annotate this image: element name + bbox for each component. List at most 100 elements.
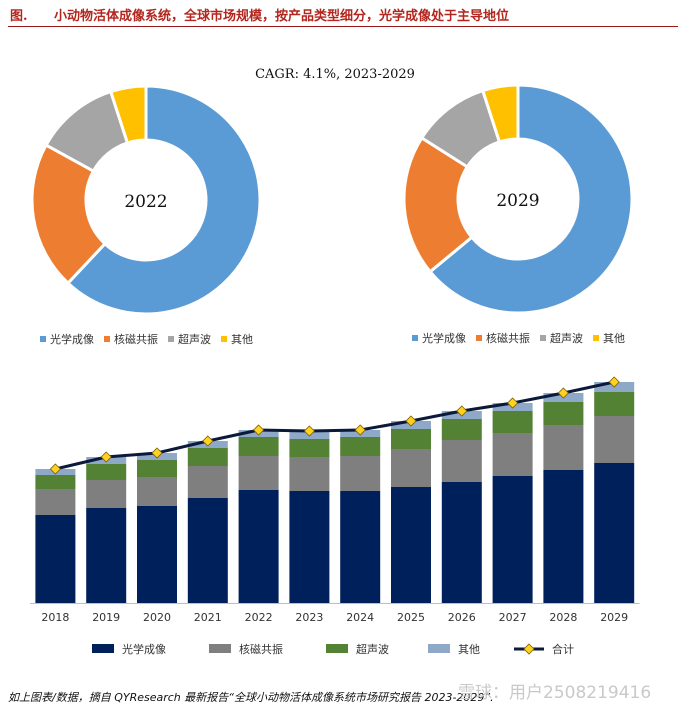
x-tick-2022: 2022 (245, 611, 273, 624)
bar-segment-光学成像-2027 (492, 476, 533, 603)
total-marker-2027 (507, 397, 519, 409)
donut-2029: 2029 (402, 83, 634, 315)
x-tick-labels: 2018 2019 2020 2021 2022 2023 2024 2025 2026 2027… (41, 611, 628, 624)
x-tick-2019: 2019 (92, 611, 120, 624)
total-line-series (49, 376, 620, 475)
donut-legend-right: 光学成像 核磁共振 超声波 其他 (412, 331, 625, 345)
bar-segment-光学成像-2022 (238, 490, 279, 603)
cagr-label: CAGR: 4.1%, 2023-2029 (255, 67, 415, 82)
donut-charts: CAGR: 4.1%, 2023-2029 2022 2029 光学成像 核磁共振… (30, 67, 634, 346)
bar-segment-核磁共振-2023 (289, 457, 330, 491)
bar-legend: 光学成像 核磁共振 超声波 其他 合计 (92, 642, 574, 656)
total-marker-2019 (100, 451, 112, 463)
bar-segment-核磁共振-2020 (137, 477, 177, 506)
figure-label: 图. (10, 9, 28, 24)
x-tick-2029: 2029 (600, 611, 628, 624)
legend-label: 超声波 (178, 332, 211, 346)
donut-legend-left: 光学成像 核磁共振 超声波 其他 (40, 332, 253, 346)
bar-legend-label: 核磁共振 (239, 642, 283, 656)
bar-segment-超声波-2018 (35, 475, 76, 489)
legend-label: 光学成像 (422, 331, 466, 345)
bar-legend-swatch (428, 644, 450, 653)
total-marker-2021 (202, 435, 214, 447)
figure-title: 小动物活体成像系统，全球市场规模，按产品类型细分，光学成像处于主导地位 (54, 9, 510, 24)
donut-year-label: 2022 (124, 192, 167, 212)
x-tick-2020: 2020 (143, 611, 171, 624)
bar-segment-超声波-2022 (238, 437, 279, 456)
bar-segment-核磁共振-2021 (187, 466, 228, 498)
legend-label: 其他 (603, 332, 625, 345)
bar-segment-核磁共振-2029 (594, 416, 635, 463)
bar-segment-核磁共振-2019 (86, 480, 127, 508)
legend-swatch (540, 335, 546, 341)
total-line (55, 380, 615, 471)
legend-label: 光学成像 (50, 332, 94, 346)
bar-segment-核磁共振-2026 (441, 440, 482, 482)
bar-segment-光学成像-2021 (187, 498, 228, 603)
legend-swatch (40, 336, 46, 342)
bar-segment-超声波-2021 (187, 448, 228, 466)
donut-slice-光学成像 (428, 83, 634, 315)
bar-segment-光学成像-2029 (594, 463, 635, 603)
bar-legend-swatch (92, 644, 114, 653)
total-marker-2028 (557, 387, 569, 399)
bar-segment-核磁共振-2024 (340, 456, 381, 491)
bar-legend-label: 其他 (458, 643, 480, 656)
x-tick-2027: 2027 (499, 611, 527, 624)
total-marker-2026 (456, 405, 468, 417)
bar-segment-光学成像-2026 (441, 482, 482, 603)
x-tick-2023: 2023 (295, 611, 323, 624)
line-legend-label: 合计 (552, 642, 574, 656)
figure-header: 图. 小动物活体成像系统，全球市场规模，按产品类型细分，光学成像处于主导地位 (8, 4, 678, 27)
x-tick-2021: 2021 (194, 611, 222, 624)
donut-slice-核磁共振 (402, 135, 474, 274)
x-tick-2018: 2018 (41, 611, 69, 624)
bar-segment-核磁共振-2025 (391, 449, 431, 487)
legend-label: 核磁共振 (486, 331, 530, 345)
donut-year-label: 2029 (496, 191, 539, 211)
total-marker-2023 (303, 425, 315, 437)
bar-legend-label: 光学成像 (122, 642, 166, 656)
legend-swatch (476, 335, 482, 341)
bar-segment-光学成像-2024 (340, 491, 381, 603)
legend-swatch (221, 336, 227, 342)
total-marker-2020 (151, 447, 163, 459)
total-marker-2029 (608, 376, 620, 388)
bar-segment-超声波-2020 (137, 460, 177, 477)
bar-segment-核磁共振-2022 (238, 456, 279, 490)
bar-segment-光学成像-2028 (543, 470, 584, 603)
bar-marks (35, 382, 635, 603)
x-tick-2026: 2026 (448, 611, 476, 624)
bar-segment-核磁共振-2018 (35, 489, 76, 515)
legend-label: 超声波 (550, 331, 583, 345)
bar-segment-超声波-2019 (86, 464, 127, 480)
watermark: 雪球：用户2508219416 (458, 683, 652, 703)
bar-segment-核磁共振-2028 (543, 425, 584, 470)
legend-swatch (412, 335, 418, 341)
total-marker-2022 (253, 424, 265, 436)
bar-legend-label: 超声波 (356, 642, 389, 656)
bar-segment-光学成像-2020 (137, 506, 177, 603)
bar-segment-超声波-2028 (543, 402, 584, 425)
legend-label: 核磁共振 (114, 332, 158, 346)
x-tick-2028: 2028 (549, 611, 577, 624)
x-tick-2024: 2024 (346, 611, 374, 624)
x-tick-2025: 2025 (397, 611, 425, 624)
bar-segment-超声波-2024 (340, 437, 381, 456)
legend-swatch (168, 336, 174, 342)
legend-swatch (104, 336, 110, 342)
legend-label: 其他 (231, 333, 253, 346)
line-legend-marker (523, 643, 535, 655)
total-marker-2024 (354, 424, 366, 436)
donut-slice-光学成像 (65, 84, 262, 316)
donut-slice-其他 (480, 83, 520, 144)
total-marker-2025 (405, 415, 417, 427)
donut-slice-其他 (108, 84, 148, 145)
bar-segment-光学成像-2025 (391, 487, 431, 603)
bar-segment-超声波-2023 (289, 439, 330, 457)
bar-segment-光学成像-2019 (86, 508, 127, 603)
bar-segment-光学成像-2018 (35, 515, 76, 603)
bar-segment-超声波-2027 (492, 411, 533, 433)
legend-swatch (593, 335, 599, 341)
